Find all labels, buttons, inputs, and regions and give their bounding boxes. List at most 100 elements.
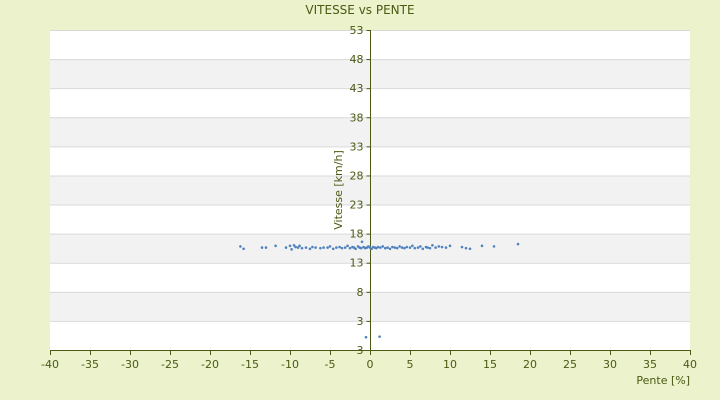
data-point (434, 246, 437, 249)
data-point (381, 245, 385, 248)
x-tick-label: 25 (563, 358, 577, 371)
y-tick-label: 3 (357, 344, 364, 357)
x-tick-label: 5 (407, 358, 414, 371)
data-point (426, 246, 429, 249)
y-tick-label: 48 (350, 53, 364, 66)
data-point (379, 246, 382, 249)
y-tick-label: 43 (350, 82, 364, 95)
data-point (383, 246, 387, 250)
data-point (411, 244, 414, 248)
y-tick-label: 28 (350, 169, 364, 182)
data-point (516, 242, 520, 246)
data-point (322, 246, 325, 249)
data-point (242, 247, 245, 251)
data-point (260, 246, 264, 249)
data-point (378, 335, 381, 338)
data-point (388, 247, 392, 251)
data-point (296, 246, 300, 249)
data-point (408, 246, 412, 249)
data-point (264, 246, 268, 249)
data-point (376, 245, 380, 249)
x-tick-label: -25 (161, 358, 179, 371)
data-point (359, 246, 363, 250)
data-point (440, 245, 444, 249)
x-tick-label: -5 (325, 358, 336, 371)
x-tick-label: 30 (603, 358, 617, 371)
data-point (239, 245, 242, 248)
y-tick-label: 53 (350, 24, 364, 37)
x-tick-label: -40 (41, 358, 59, 371)
x-tick-label: 10 (443, 358, 457, 371)
y-tick-label: 23 (350, 199, 364, 212)
data-point (400, 246, 404, 249)
data-point (437, 245, 441, 248)
data-point (335, 246, 338, 249)
y-tick-label: 33 (350, 140, 364, 153)
y-tick-label: 18 (350, 228, 364, 241)
data-point (326, 246, 329, 249)
data-point (360, 240, 364, 244)
data-point (468, 247, 472, 251)
data-point (421, 247, 425, 251)
x-tick-label: 40 (683, 358, 697, 371)
data-point (492, 245, 496, 248)
data-point (311, 245, 314, 249)
chart-title: VITESSE vs PENTE (305, 3, 414, 17)
data-point (480, 244, 484, 248)
x-tick-label: 20 (523, 358, 537, 371)
x-tick-label: -10 (281, 358, 299, 371)
data-point (340, 246, 344, 250)
data-point (370, 247, 373, 251)
data-point (292, 243, 296, 247)
x-tick-label: -35 (81, 358, 99, 371)
data-point (308, 247, 312, 251)
y-tick-label: 38 (350, 111, 364, 124)
data-point (328, 245, 332, 248)
data-point (304, 246, 308, 249)
data-point (343, 246, 347, 249)
data-point (354, 247, 357, 251)
data-point (464, 246, 468, 250)
data-point (403, 246, 406, 250)
data-point (300, 246, 304, 250)
data-point (284, 246, 288, 249)
data-point (364, 335, 368, 339)
data-point (314, 246, 317, 249)
data-point (331, 247, 335, 251)
plot-area: -40 -35 -30 -25 -20 -15 -10 -5 0 5 10 15 20 25 30 35 40 5… (41, 24, 697, 371)
x-tick-label: -20 (201, 358, 219, 371)
y-axis-label: Vitesse [km/h] (332, 150, 345, 230)
data-point (274, 244, 277, 248)
data-point (395, 246, 399, 250)
x-tick-label: 15 (483, 358, 497, 371)
data-point (428, 246, 432, 250)
data-point (444, 246, 448, 249)
data-point (419, 245, 422, 248)
data-point (405, 245, 409, 249)
data-point (386, 246, 389, 249)
data-point (398, 245, 401, 248)
data-point (460, 245, 464, 249)
data-point (290, 248, 293, 251)
data-point (346, 244, 349, 248)
data-point (338, 245, 341, 249)
y-tick-label: 13 (350, 257, 364, 270)
x-tick-label: -30 (121, 358, 139, 371)
x-axis-label: Pente [%] (636, 374, 690, 387)
data-point (298, 244, 301, 248)
y-tick-label: 3 (357, 315, 364, 328)
x-tick-label: -15 (241, 358, 259, 371)
data-point (294, 245, 297, 249)
data-point (319, 246, 322, 250)
x-tick-label: 0 (367, 358, 374, 371)
x-tick-label: 35 (643, 358, 657, 371)
data-point (431, 243, 434, 247)
data-point (448, 244, 452, 248)
y-tick-label: 8 (357, 286, 364, 299)
data-point (391, 245, 394, 249)
data-point (416, 246, 420, 249)
data-point (413, 246, 417, 250)
data-point (288, 244, 292, 248)
data-point (348, 246, 352, 250)
